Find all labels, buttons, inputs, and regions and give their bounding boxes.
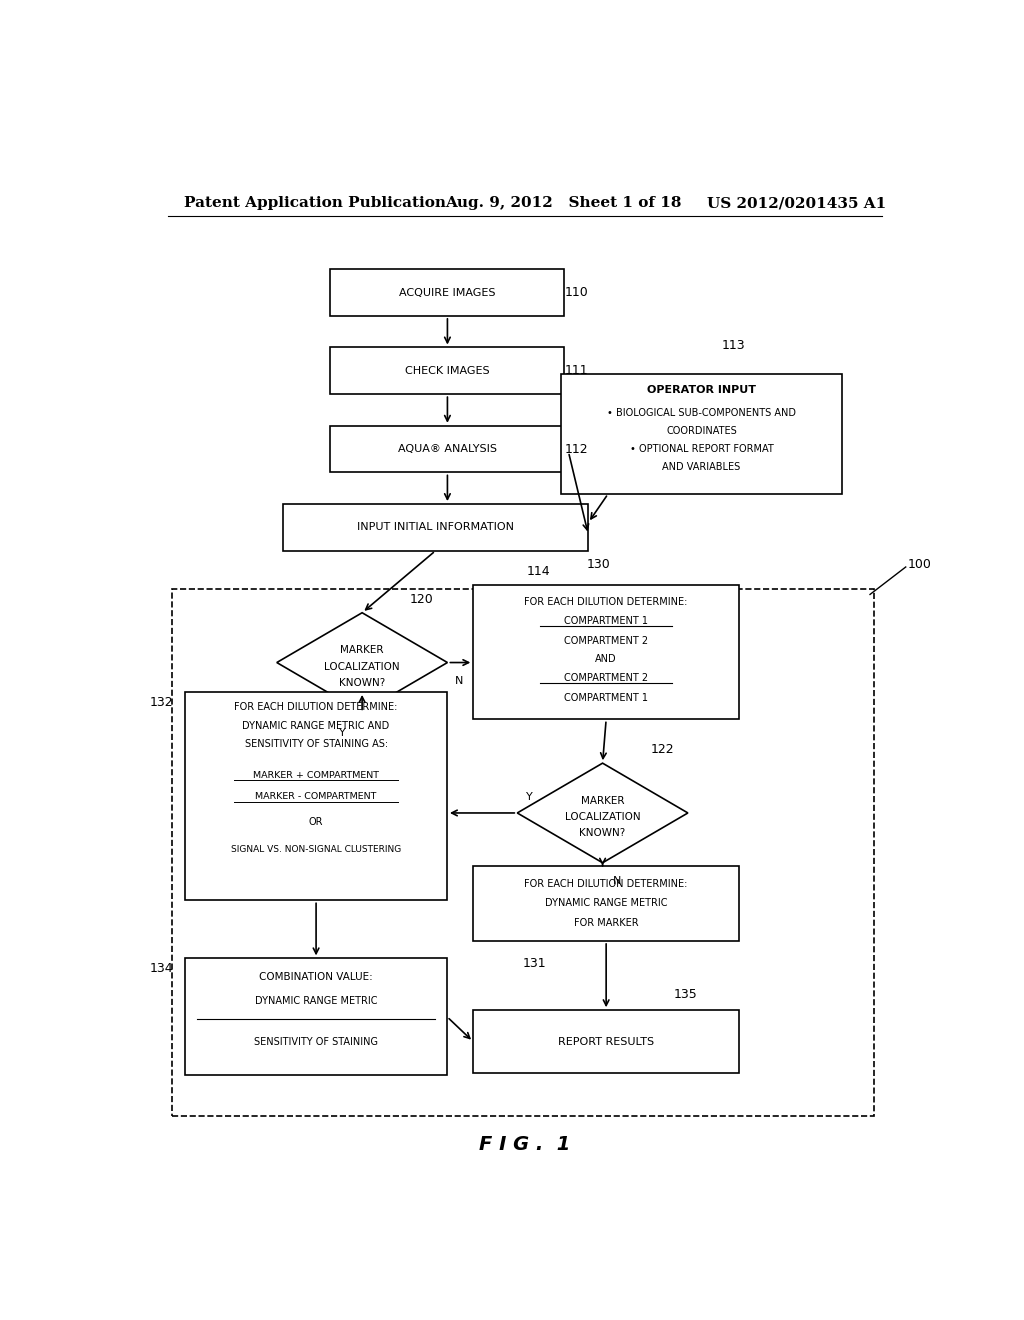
- Text: LOCALIZATION: LOCALIZATION: [565, 812, 640, 822]
- Text: • OPTIONAL REPORT FORMAT: • OPTIONAL REPORT FORMAT: [630, 444, 773, 454]
- Text: F I G .  1: F I G . 1: [479, 1135, 570, 1154]
- FancyBboxPatch shape: [331, 347, 564, 395]
- Text: OR: OR: [309, 817, 324, 828]
- Text: FOR EACH DILUTION DETERMINE:: FOR EACH DILUTION DETERMINE:: [524, 597, 688, 607]
- Text: MARKER + COMPARTMENT: MARKER + COMPARTMENT: [253, 771, 379, 780]
- Text: KNOWN?: KNOWN?: [580, 828, 626, 838]
- Text: 113: 113: [721, 339, 744, 352]
- Text: 111: 111: [564, 364, 588, 378]
- Text: COORDINATES: COORDINATES: [666, 426, 736, 436]
- Text: Patent Application Publication: Patent Application Publication: [183, 197, 445, 210]
- Polygon shape: [276, 612, 447, 713]
- Text: 100: 100: [908, 558, 932, 572]
- FancyBboxPatch shape: [473, 585, 739, 719]
- Text: FOR EACH DILUTION DETERMINE:: FOR EACH DILUTION DETERMINE:: [234, 702, 397, 713]
- Text: 120: 120: [410, 593, 433, 606]
- Text: MARKER - COMPARTMENT: MARKER - COMPARTMENT: [255, 792, 377, 801]
- Text: 132: 132: [150, 696, 173, 709]
- Text: US 2012/0201435 A1: US 2012/0201435 A1: [708, 197, 887, 210]
- Text: INPUT INITIAL INFORMATION: INPUT INITIAL INFORMATION: [357, 523, 514, 532]
- Text: 135: 135: [674, 989, 697, 1002]
- FancyBboxPatch shape: [283, 504, 588, 550]
- Text: 110: 110: [564, 286, 588, 300]
- FancyBboxPatch shape: [331, 269, 564, 315]
- FancyBboxPatch shape: [473, 866, 739, 941]
- Text: 112: 112: [564, 442, 588, 455]
- FancyBboxPatch shape: [560, 374, 842, 494]
- Text: FOR EACH DILUTION DETERMINE:: FOR EACH DILUTION DETERMINE:: [524, 879, 688, 890]
- Text: AND VARIABLES: AND VARIABLES: [663, 462, 740, 473]
- FancyBboxPatch shape: [185, 958, 447, 1076]
- Text: 122: 122: [650, 743, 674, 756]
- Text: AQUA® ANALYSIS: AQUA® ANALYSIS: [398, 444, 497, 454]
- Text: • BIOLOGICAL SUB-COMPONENTS AND: • BIOLOGICAL SUB-COMPONENTS AND: [607, 408, 796, 417]
- Text: ACQUIRE IMAGES: ACQUIRE IMAGES: [399, 288, 496, 297]
- Text: COMPARTMENT 2: COMPARTMENT 2: [564, 636, 648, 647]
- Text: SIGNAL VS. NON-SIGNAL CLUSTERING: SIGNAL VS. NON-SIGNAL CLUSTERING: [231, 845, 401, 854]
- Text: COMPARTMENT 1: COMPARTMENT 1: [564, 616, 648, 626]
- Text: SENSITIVITY OF STAINING: SENSITIVITY OF STAINING: [254, 1036, 378, 1047]
- FancyBboxPatch shape: [473, 1010, 739, 1073]
- Text: AND: AND: [595, 655, 616, 664]
- Text: N: N: [455, 676, 464, 686]
- Text: MARKER: MARKER: [581, 796, 625, 805]
- Text: REPORT RESULTS: REPORT RESULTS: [558, 1036, 654, 1047]
- Text: DYNAMIC RANGE METRIC: DYNAMIC RANGE METRIC: [255, 997, 377, 1006]
- Text: SENSITIVITY OF STAINING AS:: SENSITIVITY OF STAINING AS:: [245, 739, 388, 748]
- Text: COMPARTMENT 2: COMPARTMENT 2: [564, 673, 648, 682]
- Text: DYNAMIC RANGE METRIC: DYNAMIC RANGE METRIC: [545, 899, 668, 908]
- Polygon shape: [517, 763, 688, 863]
- Text: Aug. 9, 2012   Sheet 1 of 18: Aug. 9, 2012 Sheet 1 of 18: [445, 197, 682, 210]
- Text: CHECK IMAGES: CHECK IMAGES: [406, 366, 489, 376]
- Text: FOR MARKER: FOR MARKER: [573, 917, 638, 928]
- Text: 130: 130: [587, 558, 610, 572]
- Text: N: N: [612, 876, 621, 886]
- Text: 114: 114: [527, 565, 551, 578]
- Text: Y: Y: [525, 792, 532, 801]
- FancyBboxPatch shape: [331, 426, 564, 473]
- Text: 131: 131: [523, 957, 547, 970]
- Text: COMBINATION VALUE:: COMBINATION VALUE:: [259, 972, 373, 982]
- Text: OPERATOR INPUT: OPERATOR INPUT: [647, 385, 756, 395]
- Text: COMPARTMENT 1: COMPARTMENT 1: [564, 693, 648, 704]
- Text: MARKER: MARKER: [340, 645, 384, 655]
- Text: 134: 134: [150, 962, 173, 975]
- Text: DYNAMIC RANGE METRIC AND: DYNAMIC RANGE METRIC AND: [243, 721, 390, 730]
- FancyBboxPatch shape: [185, 692, 447, 900]
- Text: Y: Y: [339, 727, 346, 738]
- Text: KNOWN?: KNOWN?: [339, 678, 385, 688]
- Text: LOCALIZATION: LOCALIZATION: [325, 661, 400, 672]
